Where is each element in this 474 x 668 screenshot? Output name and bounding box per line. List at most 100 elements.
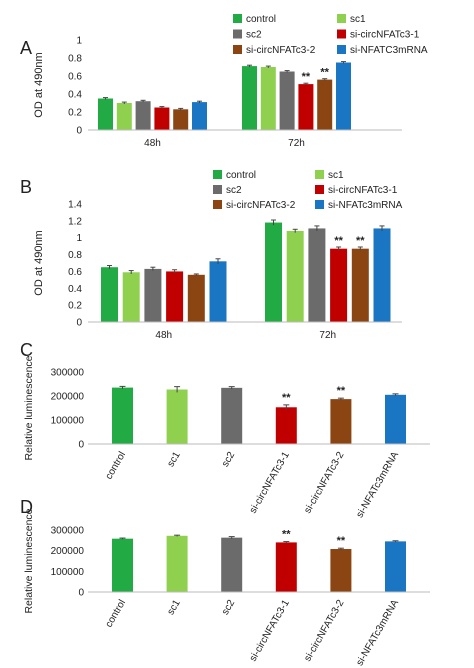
bar-a-48h-s5 xyxy=(173,109,189,130)
y-tick-label: 200000 xyxy=(51,546,85,557)
bar-b-72h-s6 xyxy=(373,228,391,322)
bar-d-1 xyxy=(112,538,133,592)
x-category-label: si-NFATc3mRNA xyxy=(354,450,401,520)
y-tick-label: 200000 xyxy=(51,392,85,403)
y-tick-label: 1 xyxy=(76,233,82,244)
bar-c-2 xyxy=(166,389,188,444)
bar-b-48h-s6 xyxy=(209,261,227,322)
x-category-label: si-NFATc3mRNA xyxy=(354,598,401,668)
bar-c-1 xyxy=(112,387,133,444)
panel-label-d: D xyxy=(20,497,33,517)
y-tick-label: 0.8 xyxy=(68,250,82,261)
chart-panel-b: control sc1 sc2 si-circNFATc3-1 si-circNFATc… xyxy=(33,170,403,341)
significance-marker: ** xyxy=(282,529,291,541)
y-tick-label: 0 xyxy=(78,440,84,451)
x-category-label: 72h xyxy=(319,330,336,341)
x-category-label: sc1 xyxy=(165,598,183,617)
legend-swatch-6 xyxy=(315,200,324,209)
bar-b-72h-s3 xyxy=(308,228,326,322)
x-category-label: control xyxy=(104,450,129,481)
bar-a-72h-s2 xyxy=(260,67,276,130)
y-tick-label: 1.2 xyxy=(68,216,82,227)
bar-d-2 xyxy=(166,535,188,592)
x-category-label: sc2 xyxy=(220,598,238,617)
significance-marker: ** xyxy=(320,67,329,79)
y-tick-label: 300000 xyxy=(51,368,85,379)
legend-label-5: si-circNFATc3-2 xyxy=(246,45,316,56)
y-axis-label: Relative luminescence xyxy=(23,355,35,460)
y-tick-label: 100000 xyxy=(51,416,85,427)
x-category-label: si-circNFATc3-1 xyxy=(248,450,292,516)
bar-a-48h-s4 xyxy=(154,107,170,130)
bar-a-72h-s6 xyxy=(336,62,351,130)
significance-marker: ** xyxy=(337,385,346,397)
significance-marker: ** xyxy=(356,235,365,247)
x-category-label: 48h xyxy=(155,330,172,341)
chart-panel-d: 0 100000 200000 300000 Relative luminescence… xyxy=(23,508,430,668)
bar-b-72h-s4 xyxy=(330,248,348,322)
bar-d-6 xyxy=(385,541,406,592)
bar-a-72h-s1 xyxy=(242,66,257,130)
bar-b-48h-s4 xyxy=(166,271,184,322)
legend-swatch-6 xyxy=(337,45,346,54)
y-axis-label: OD at 490nm xyxy=(33,230,45,295)
x-category-label: sc2 xyxy=(220,450,238,469)
bar-a-48h-s6 xyxy=(192,102,207,130)
legend-swatch-1 xyxy=(213,170,222,179)
bar-a-72h-s5 xyxy=(317,79,333,130)
bar-c-6 xyxy=(385,394,406,444)
y-tick-label: 100000 xyxy=(51,567,85,578)
legend-label-4: si-circNFATc3-1 xyxy=(350,30,420,41)
x-category-label: si-circNFATc3-1 xyxy=(248,598,292,664)
bar-b-72h-s5 xyxy=(351,248,369,322)
panel-label-c: C xyxy=(20,340,33,360)
legend-swatch-2 xyxy=(315,170,324,179)
x-category-label: si-circNFATc3-2 xyxy=(302,450,346,516)
y-axis-label: OD at 490nm xyxy=(33,52,45,117)
legend-swatch-4 xyxy=(337,29,346,39)
panel-label-b: B xyxy=(20,177,32,197)
significance-marker: ** xyxy=(337,535,346,547)
y-tick-label: 0.4 xyxy=(68,90,82,101)
legend-label-4: si-circNFATc3-1 xyxy=(328,185,398,196)
legend-label-2: sc1 xyxy=(350,14,366,25)
bar-a-48h-s2 xyxy=(116,103,132,130)
legend-label-5: si-circNFATc3-2 xyxy=(226,200,296,211)
chart-panel-a: control sc1 sc2 si-circNFATc3-1 si-circNFATc… xyxy=(33,14,428,149)
legend-label-1: control xyxy=(226,170,256,181)
legend-swatch-3 xyxy=(233,29,242,39)
legend-label-2: sc1 xyxy=(328,170,344,181)
bar-b-72h-s1 xyxy=(265,222,282,322)
bar-a-48h-s3 xyxy=(135,101,151,130)
bar-b-48h-s3 xyxy=(144,268,162,322)
bar-b-72h-s2 xyxy=(286,230,304,322)
x-category-label: si-circNFATc3-2 xyxy=(302,598,346,664)
legend-label-6: si-NFATc3mRNA xyxy=(328,200,403,211)
y-tick-label: 300000 xyxy=(51,526,85,537)
y-tick-label: 0.2 xyxy=(68,108,82,119)
y-tick-label: 0.2 xyxy=(68,301,82,312)
bar-a-72h-s4 xyxy=(298,84,314,130)
bar-c-4 xyxy=(275,407,297,444)
bar-b-48h-s2 xyxy=(122,272,140,322)
legend-label-6: si-NFATC3mRNA xyxy=(350,45,428,56)
bar-d-5 xyxy=(330,549,352,592)
bar-c-3 xyxy=(221,387,243,444)
legend-swatch-5 xyxy=(233,45,242,54)
y-tick-label: 0 xyxy=(76,318,82,329)
x-category-label: control xyxy=(104,598,129,629)
legend-swatch-3 xyxy=(213,185,222,194)
x-category-label: 72h xyxy=(288,138,305,149)
y-tick-label: 1 xyxy=(76,36,82,47)
legend-label-1: control xyxy=(246,14,276,25)
bar-a-48h-s1 xyxy=(98,98,113,130)
bar-c-5 xyxy=(330,399,352,444)
chart-panel-c: 0 100000 200000 300000 Relative luminescence… xyxy=(23,355,430,520)
y-axis-label: Relative luminescence xyxy=(23,508,35,613)
bar-d-4 xyxy=(275,542,297,592)
y-tick-label: 0.8 xyxy=(68,54,82,65)
bar-a-72h-s3 xyxy=(279,71,295,130)
bar-b-48h-s1 xyxy=(101,267,118,322)
x-category-label: 48h xyxy=(144,138,161,149)
